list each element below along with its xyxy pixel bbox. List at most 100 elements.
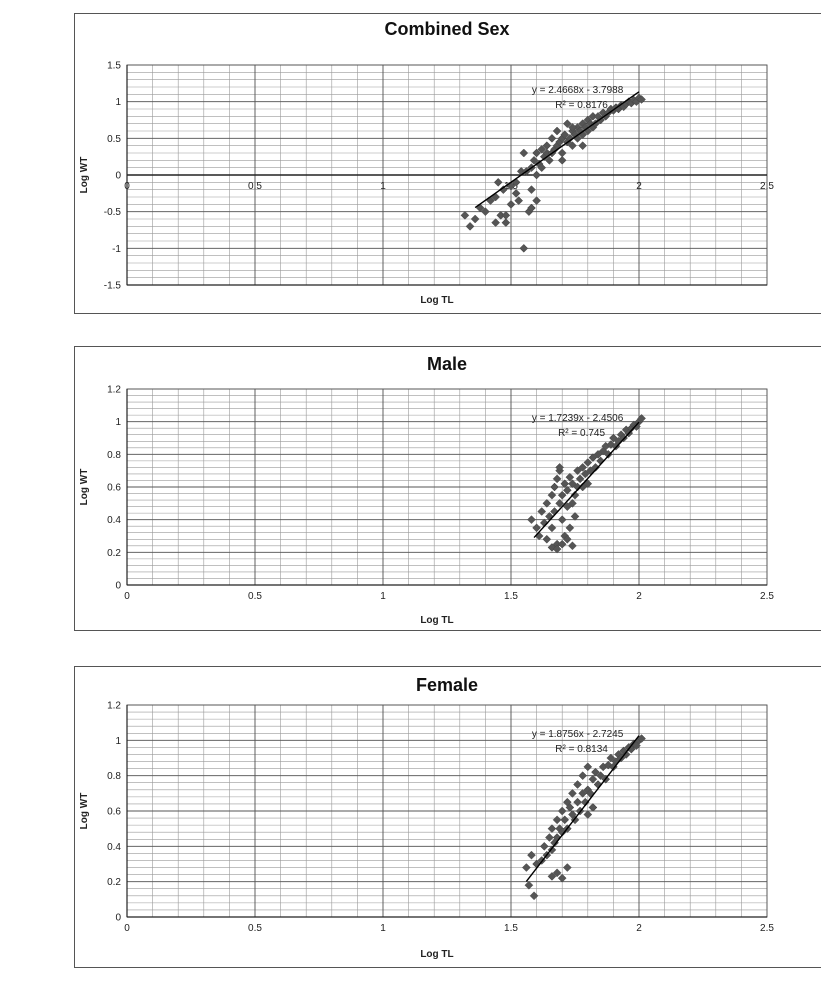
chart-2-y-tick-label: 0 xyxy=(115,913,121,924)
chart-1-data-point xyxy=(527,515,536,525)
chart-1-r-squared: R² = 0.745 xyxy=(558,428,605,439)
chart-0-data-point xyxy=(527,203,536,213)
chart-1-x-tick-label: 1.5 xyxy=(504,591,518,602)
chart-0-data-point xyxy=(560,130,570,140)
chart-svg-male: 1.2 1 0.8 0.6 0.4 0.2 00 0.5 1 1.5 2 2.5 Male Log TL L… xyxy=(79,354,774,626)
chart-2-y-tick-label: 0.6 xyxy=(107,807,121,818)
chart-2-data-point xyxy=(591,767,600,777)
chart-1-y-tick-label: 0.4 xyxy=(107,515,121,526)
chart-0-data-point xyxy=(506,199,516,209)
chart-2-data-point xyxy=(562,863,572,872)
chart-0-title: Combined Sex xyxy=(384,19,509,39)
chart-0-data-point xyxy=(529,155,539,165)
chart-1-data-point xyxy=(580,469,590,479)
chart-1-title: Male xyxy=(427,354,467,374)
chart-panel-female: 1.2 1 0.8 0.6 0.4 0.2 0 0 0.5 1 1.5 2 2.5 Female Log T… xyxy=(74,666,821,968)
chart-1-data-point xyxy=(593,449,603,459)
chart-2-data-point xyxy=(524,880,534,890)
chart-1-data-point xyxy=(637,414,646,423)
chart-1-data-point xyxy=(547,490,557,500)
chart-0-r-squared: R² = 0.8176 xyxy=(555,100,608,111)
chart-0-data-point xyxy=(511,188,521,198)
chart-1-data-point xyxy=(532,523,541,533)
chart-2-data-point xyxy=(545,833,554,842)
chart-1-data-point xyxy=(565,523,575,533)
chart-1-x-tick-label: 0 xyxy=(124,591,130,602)
chart-0-y-tick-label: -1.5 xyxy=(104,281,122,292)
chart-0-data-point xyxy=(562,119,572,129)
chart-0-x-tick-label: 2.5 xyxy=(760,181,774,192)
chart-2-x-tick-label: 0 xyxy=(124,923,130,934)
chart-1-data-point xyxy=(568,479,577,489)
chart-0-data-point xyxy=(545,155,554,165)
chart-2-data-point xyxy=(606,753,616,763)
chart-2-y-tick-label: 1.2 xyxy=(107,701,121,712)
chart-0-data-point xyxy=(527,185,536,195)
chart-0-y-tick-label: 0 xyxy=(115,171,121,182)
chart-1-x-tick-label: 0.5 xyxy=(248,591,262,602)
chart-0-data-point xyxy=(465,221,475,231)
chart-0-y-tick-label: -0.5 xyxy=(104,207,122,218)
chart-2-x-tick-label: 1 xyxy=(380,923,386,934)
chart-2-data-point xyxy=(557,806,567,816)
chart-0-trendline xyxy=(474,91,640,209)
chart-1-data-point xyxy=(557,515,567,525)
chart-1-data-point xyxy=(555,463,564,472)
chart-2-data-points xyxy=(522,734,646,901)
chart-0-data-point xyxy=(537,144,547,154)
chart-0-data-point xyxy=(498,185,508,195)
chart-0-data-point xyxy=(514,196,524,206)
chart-2-data-point xyxy=(588,803,598,812)
chart-1-data-points xyxy=(527,414,646,554)
chart-0-data-point xyxy=(491,218,500,228)
chart-0-data-point xyxy=(519,243,529,253)
chart-0-data-point xyxy=(501,218,511,228)
chart-1-data-point xyxy=(570,512,580,521)
chart-1-data-point xyxy=(557,539,567,549)
chart-2-data-point xyxy=(547,872,557,881)
chart-0-data-point xyxy=(493,177,503,187)
chart-2-data-point xyxy=(560,815,570,825)
chart-2-data-point xyxy=(588,774,598,784)
chart-2-data-point xyxy=(522,863,531,872)
chart-1-data-point xyxy=(570,490,580,500)
chart-1-y-tick-label: 1.2 xyxy=(107,385,121,396)
chart-1-trendline xyxy=(533,421,640,539)
chart-1-data-point xyxy=(568,498,577,508)
chart-2-data-point xyxy=(527,850,536,860)
chart-0-data-point xyxy=(537,163,547,173)
chart-1-data-point xyxy=(537,507,547,516)
chart-2-x-tick-label: 2 xyxy=(636,923,642,934)
chart-2-data-point xyxy=(621,750,631,759)
chart-1-y-tick-label: 0 xyxy=(115,581,121,592)
chart-2-data-point xyxy=(583,762,593,772)
chart-1-y-tick-label: 0.8 xyxy=(107,450,121,461)
chart-0-x-tick-label: 0 xyxy=(124,181,130,192)
chart-1-data-point xyxy=(550,482,559,492)
chart-2-data-point xyxy=(568,788,577,798)
chart-1-y-tick-label: 0.6 xyxy=(107,483,121,494)
chart-1-data-point xyxy=(588,453,598,462)
chart-2-y-tick-label: 0.2 xyxy=(107,877,121,888)
chart-0-data-point xyxy=(532,196,541,206)
chart-0-data-point xyxy=(481,207,490,217)
chart-1-data-point xyxy=(555,498,564,508)
chart-0-data-point xyxy=(460,210,470,220)
chart-1-y-axis-label: Log WT xyxy=(79,469,90,506)
chart-2-data-point xyxy=(578,771,588,781)
chart-2-x-tick-label: 1.5 xyxy=(504,923,518,934)
chart-2-data-point xyxy=(529,891,539,901)
chart-2-data-point xyxy=(552,868,562,878)
chart-2-x-axis-label: Log TL xyxy=(420,949,453,960)
chart-1-y-tick-label: 1 xyxy=(115,417,121,428)
chart-0-x-tick-label: 1 xyxy=(380,181,386,192)
chart-2-trendline-equation: y = 1.8756x - 2.7245 xyxy=(532,729,624,740)
chart-2-data-point xyxy=(552,815,562,825)
chart-0-trendline-equation: y = 2.4668x - 3.7988 xyxy=(532,85,624,96)
chart-2-x-tick-label: 2.5 xyxy=(760,923,774,934)
chart-1-trendline-equation: y = 1.7239x - 2.4506 xyxy=(532,413,624,424)
chart-1-y-tick-label: 0.2 xyxy=(107,548,121,559)
chart-0-data-point xyxy=(557,155,567,165)
chart-0-y-tick-label: -1 xyxy=(112,244,121,255)
